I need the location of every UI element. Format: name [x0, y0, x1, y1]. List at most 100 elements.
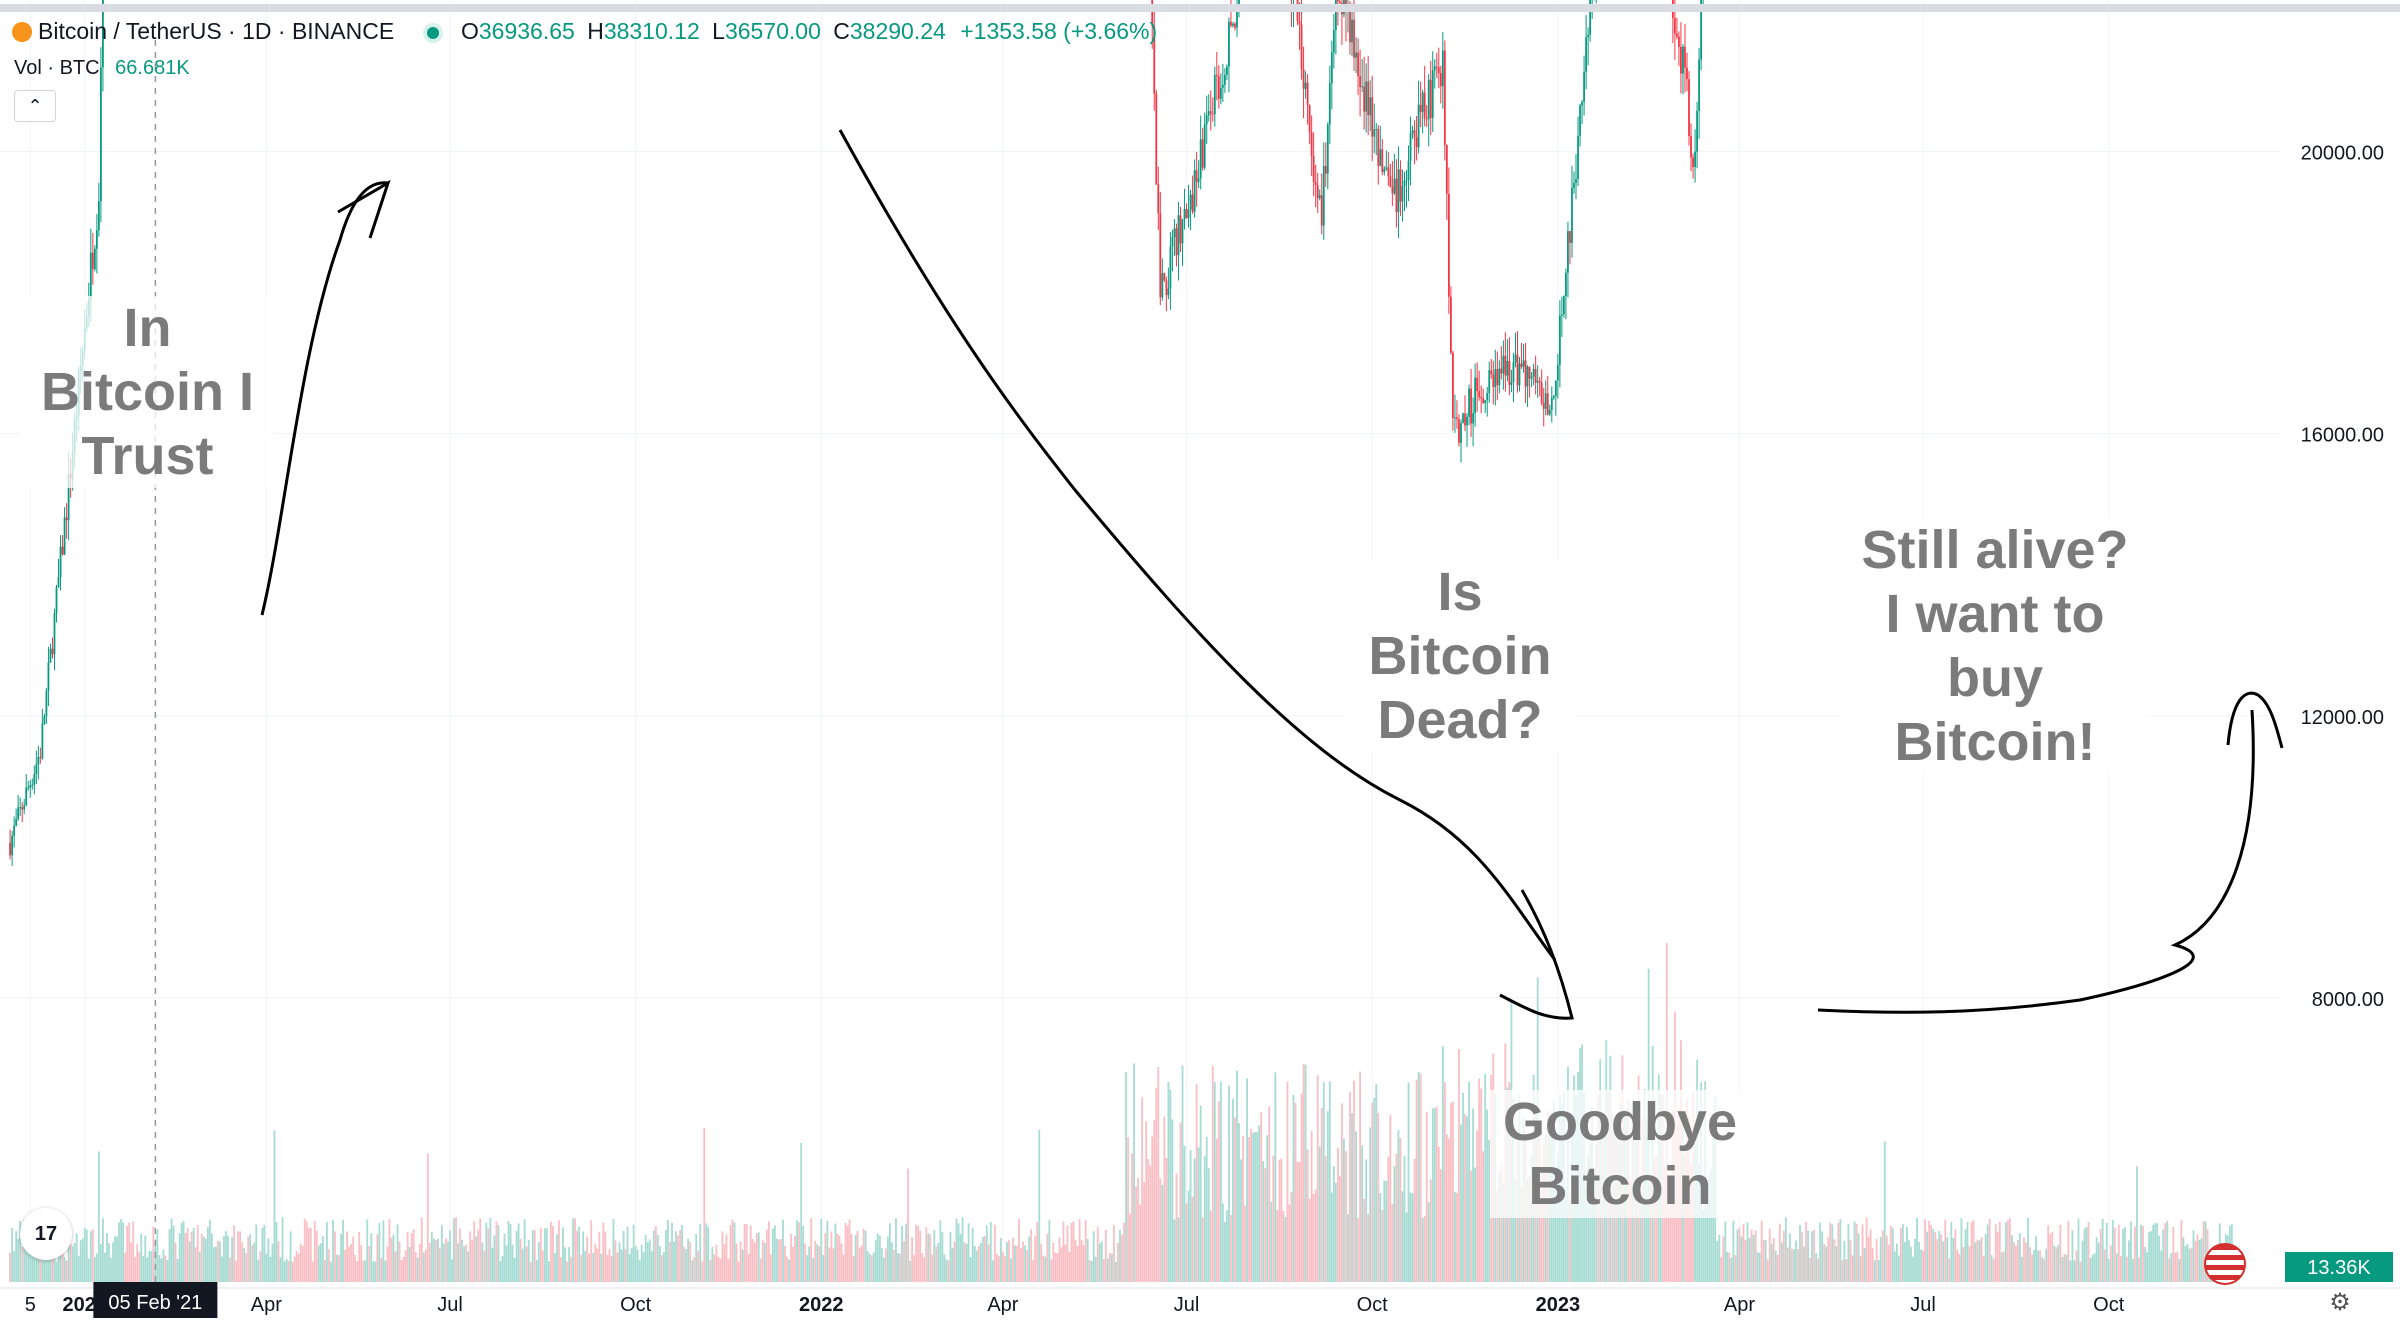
volume-bar	[562, 1227, 564, 1282]
volume-bar	[1735, 1255, 1737, 1282]
volume-bar	[1155, 1088, 1157, 1282]
volume-bar	[580, 1255, 582, 1282]
volume-bar	[132, 1222, 134, 1282]
volume-bar	[1733, 1221, 1735, 1282]
volume-bar	[1157, 1067, 1159, 1282]
volume-bar	[877, 1233, 879, 1282]
volume-bar	[1759, 1253, 1761, 1282]
volume-bar	[968, 1223, 970, 1282]
candle-body	[1684, 47, 1686, 68]
volume-bar	[1446, 1134, 1448, 1282]
volume-bar	[717, 1257, 719, 1282]
x-tick-label: 5	[25, 1294, 36, 1316]
volume-bar	[915, 1225, 917, 1282]
candle-body	[1515, 355, 1517, 363]
volume-bar	[986, 1225, 988, 1282]
volume-bar	[931, 1254, 933, 1282]
volume-bar	[744, 1224, 746, 1282]
candle-body	[1458, 419, 1460, 443]
volume-bar	[520, 1239, 522, 1282]
collapse-legend-button[interactable]: ⌃	[14, 90, 56, 122]
volume-bar	[1426, 1112, 1428, 1282]
volume-bar	[1468, 1082, 1470, 1282]
volume-bar	[635, 1246, 637, 1282]
volume-bar	[929, 1234, 931, 1282]
candle-body	[1448, 194, 1450, 297]
volume-bar	[393, 1234, 395, 1282]
volume-label: Vol · BTC	[14, 57, 100, 79]
volume-bar	[1083, 1245, 1085, 1282]
volume-bar	[1728, 1253, 1730, 1282]
symbol-title[interactable]: Bitcoin / TetherUS · 1D · BINANCE	[38, 18, 394, 44]
volume-bar	[760, 1258, 762, 1282]
volume-bar	[391, 1238, 393, 1282]
volume-bar	[742, 1250, 744, 1282]
volume-bar	[2019, 1233, 2021, 1282]
volume-bar	[2183, 1238, 2185, 1282]
volume-bar	[332, 1220, 334, 1282]
symbol-header[interactable]: Bitcoin / TetherUS · 1D · BINANCE O36936…	[12, 18, 1157, 45]
volume-bar	[185, 1233, 187, 1282]
volume-bar	[1218, 1101, 1220, 1282]
tradingview-logo-icon[interactable]: 17	[20, 1208, 72, 1260]
volume-bar	[1315, 1190, 1317, 1282]
volume-bar	[1254, 1132, 1256, 1282]
us-flag-icon[interactable]	[2204, 1243, 2246, 1285]
gear-icon[interactable]: ⚙	[2327, 1290, 2353, 1316]
volume-bar	[2138, 1257, 2140, 1282]
volume-bar	[1069, 1252, 1071, 1282]
volume-bar	[1383, 1181, 1385, 1282]
volume-bar	[740, 1241, 742, 1282]
volume-bar	[681, 1225, 683, 1282]
candle-body	[1450, 297, 1452, 353]
volume-bar	[510, 1224, 512, 1282]
candle-body	[1549, 410, 1551, 415]
candle-body	[1317, 185, 1319, 198]
volume-bar	[1135, 1187, 1137, 1282]
volume-bar	[788, 1260, 790, 1282]
volume-bar	[2011, 1235, 2013, 1282]
candle-body	[1543, 403, 1545, 409]
volume-bar	[958, 1223, 960, 1282]
volume-bar	[514, 1258, 516, 1282]
candle-body	[1674, 18, 1676, 33]
volume-bar	[802, 1226, 804, 1282]
volume-bar	[86, 1229, 88, 1282]
volume-bar	[1107, 1259, 1109, 1282]
volume-bar	[1022, 1242, 1024, 1282]
candle-body	[1375, 129, 1377, 130]
volume-bar	[780, 1239, 782, 1282]
candle-body	[1680, 47, 1682, 74]
candle-body	[1567, 231, 1569, 273]
volume-bar	[1046, 1234, 1048, 1282]
candle-body	[1464, 414, 1466, 426]
volume-bar	[112, 1242, 114, 1282]
volume-bar	[197, 1225, 199, 1282]
volume-bar	[1048, 1220, 1050, 1282]
candle-body	[29, 785, 31, 787]
annotation-line: Bitcoin I	[20, 360, 275, 424]
volume-bar	[1839, 1219, 1841, 1282]
volume-bar	[2039, 1250, 2041, 1282]
volume-bar	[2170, 1253, 2172, 1282]
volume-bar	[1868, 1237, 1870, 1282]
candle-body	[1329, 83, 1331, 124]
volume-bar	[2057, 1245, 2059, 1282]
volume-bar	[413, 1229, 415, 1282]
candle-body	[1468, 389, 1470, 417]
candle-body	[1355, 53, 1357, 58]
candle-body	[1553, 396, 1555, 398]
ohlc-h-label: H	[587, 18, 604, 44]
volume-legend[interactable]: Vol · BTC 66.681K	[14, 57, 190, 80]
volume-bar	[161, 1259, 163, 1282]
volume-bar	[1450, 1103, 1452, 1282]
volume-bar	[853, 1256, 855, 1282]
volume-bar	[1730, 1258, 1732, 1282]
volume-bar	[1414, 1159, 1416, 1282]
volume-bar	[78, 1256, 80, 1282]
volume-bar	[1702, 1210, 1704, 1282]
candle-body	[1682, 47, 1684, 74]
volume-bar	[619, 1242, 621, 1282]
volume-bar	[508, 1221, 510, 1282]
volume-bar	[699, 1224, 701, 1282]
